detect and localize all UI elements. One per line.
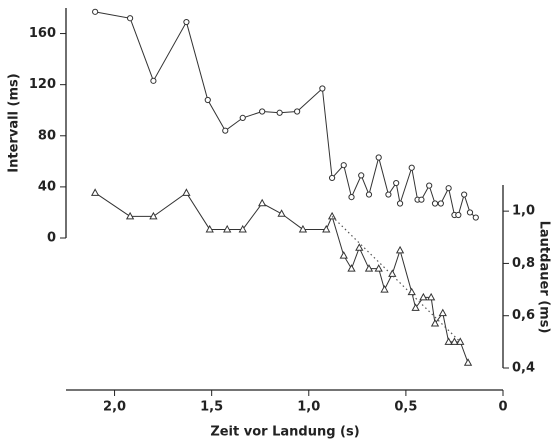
point <box>426 182 433 189</box>
point <box>205 224 214 233</box>
point <box>259 108 266 115</box>
point <box>407 287 416 296</box>
point <box>374 264 383 272</box>
point <box>90 188 100 196</box>
x-tick-label: 1,0 <box>297 400 320 415</box>
point <box>277 209 286 217</box>
y2-axis-label: Lautdauer (ms) <box>537 221 552 334</box>
point <box>445 185 452 192</box>
point <box>183 18 190 26</box>
point <box>450 337 459 345</box>
point <box>438 308 447 317</box>
point <box>223 224 232 233</box>
point <box>463 358 473 366</box>
x-tick-label: 1,5 <box>200 400 223 415</box>
point <box>364 264 374 272</box>
point <box>461 191 468 198</box>
y-tick-label: 120 <box>29 77 56 92</box>
point <box>339 251 348 259</box>
y-tick-label: 0 <box>47 231 56 246</box>
point <box>239 114 246 121</box>
y-tick-label: 80 <box>38 128 56 143</box>
point <box>472 214 479 221</box>
point <box>92 8 99 15</box>
point <box>294 108 301 115</box>
point <box>322 224 331 233</box>
point <box>150 77 157 84</box>
point <box>319 85 326 92</box>
point <box>408 164 415 171</box>
point <box>430 319 440 327</box>
series-line <box>331 215 461 343</box>
point <box>444 337 453 345</box>
y-tick-label: 160 <box>29 26 56 41</box>
point <box>375 154 382 161</box>
point <box>340 162 347 169</box>
point <box>222 127 229 134</box>
x-tick-label: 0,5 <box>394 400 417 415</box>
y-tick-label: 40 <box>38 179 56 194</box>
point <box>466 209 474 216</box>
point <box>396 200 404 207</box>
x-tick-label: 2,0 <box>103 400 126 415</box>
point <box>298 224 308 233</box>
point <box>365 191 373 198</box>
x-axis-label: Zeit vor Landung (s) <box>210 425 359 440</box>
point <box>149 211 158 220</box>
y2-tick-label: 1,0 <box>512 204 535 219</box>
y2-tick-label: 0,4 <box>512 361 535 376</box>
point <box>125 211 135 220</box>
point <box>395 245 405 254</box>
point <box>456 337 465 345</box>
point <box>431 200 439 207</box>
point <box>328 174 336 182</box>
point <box>182 188 191 196</box>
series-line <box>95 11 477 218</box>
point <box>380 285 389 293</box>
y-axis-label: Intervall (ms) <box>7 73 22 172</box>
point <box>426 292 436 301</box>
point <box>419 292 428 301</box>
point <box>238 224 247 233</box>
point <box>358 172 365 179</box>
y2-tick-label: 0,6 <box>512 308 535 323</box>
point <box>418 196 425 203</box>
point <box>411 303 420 311</box>
point <box>327 211 337 220</box>
point <box>437 200 444 207</box>
point <box>355 243 364 251</box>
point <box>385 191 392 198</box>
point <box>348 194 355 201</box>
point <box>258 198 267 207</box>
point <box>276 109 283 116</box>
y2-tick-label: 0,8 <box>512 256 535 271</box>
x-tick-label: 0 <box>498 400 507 415</box>
point <box>347 264 356 272</box>
point <box>393 179 400 187</box>
point <box>126 15 134 22</box>
point <box>204 96 211 104</box>
point <box>455 211 462 219</box>
